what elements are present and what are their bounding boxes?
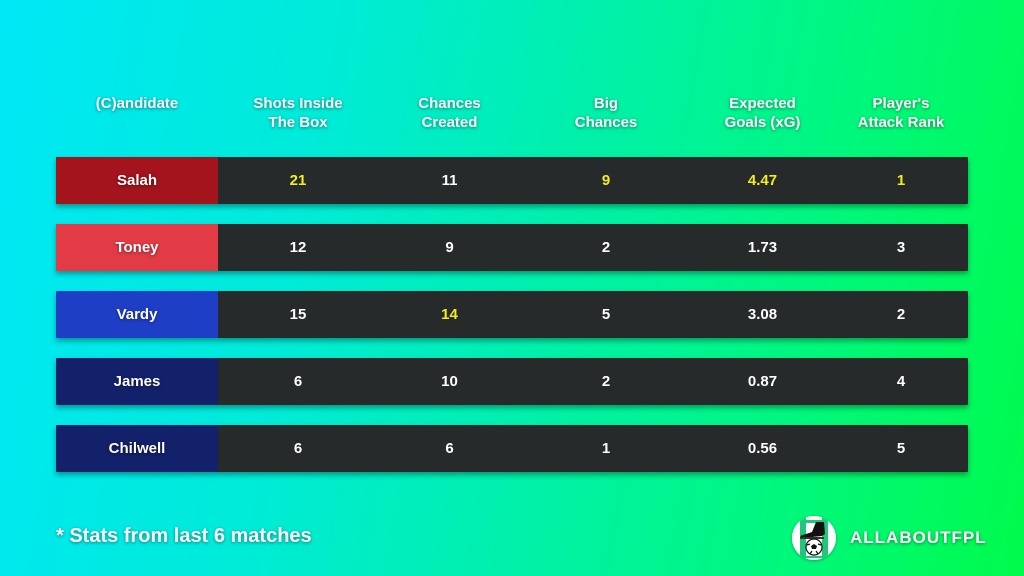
header-candidate: (C)andidate	[95, 95, 179, 112]
chances-created: 10	[441, 373, 458, 390]
player-name: Toney	[56, 224, 218, 271]
big-chances: 1	[601, 440, 611, 457]
attack-rank: 5	[896, 440, 906, 457]
expected-goals: 0.56	[747, 440, 778, 457]
boot-and-football-icon	[792, 516, 836, 560]
stats-footnote: * Stats from last 6 matches	[56, 525, 312, 547]
big-chances: 2	[601, 373, 611, 390]
chances-created: 14	[441, 306, 458, 323]
header-expected-goals: Expected Goals (xG)	[724, 95, 801, 131]
table-header: (C)andidate Shots Inside The Box Chances…	[56, 94, 968, 138]
big-chances: 5	[601, 306, 611, 323]
chances-created: 11	[441, 172, 458, 189]
big-chances: 9	[601, 172, 611, 189]
header-attack-rank: Player's Attack Rank	[857, 95, 945, 131]
table-row: Toney 12 9 2 1.73 3	[56, 224, 968, 271]
brand: ALLABOUTFPL	[792, 516, 987, 560]
stats-table: Salah 21 11 9 4.47 1 Toney 12 9 2 1.73 3…	[56, 157, 968, 492]
player-name: Salah	[56, 157, 218, 204]
attack-rank: 1	[896, 172, 906, 189]
brand-name: ALLABOUTFPL	[850, 528, 987, 547]
table-row: Salah 21 11 9 4.47 1	[56, 157, 968, 204]
header-big-chances: Big Chances	[574, 95, 638, 131]
attack-rank: 2	[896, 306, 906, 323]
header-chances-created: Chances Created	[418, 95, 481, 131]
attack-rank: 4	[896, 373, 906, 390]
shots-inside-box: 6	[293, 440, 303, 457]
table-row: Chilwell 6 6 1 0.56 5	[56, 425, 968, 472]
table-row: Vardy 15 14 5 3.08 2	[56, 291, 968, 338]
header-shots-inside-box: Shots Inside The Box	[253, 95, 343, 131]
chances-created: 6	[445, 440, 454, 457]
attack-rank: 3	[896, 239, 906, 256]
big-chances: 2	[601, 239, 611, 256]
player-name: Vardy	[56, 291, 218, 338]
expected-goals: 0.87	[747, 373, 778, 390]
chances-created: 9	[445, 239, 454, 256]
player-name: Chilwell	[56, 425, 218, 472]
expected-goals: 4.47	[747, 172, 778, 189]
expected-goals: 3.08	[747, 306, 778, 323]
expected-goals: 1.73	[747, 239, 778, 256]
shots-inside-box: 6	[293, 373, 303, 390]
shots-inside-box: 21	[289, 172, 307, 189]
table-row: James 6 10 2 0.87 4	[56, 358, 968, 405]
player-name: James	[56, 358, 218, 405]
shots-inside-box: 12	[289, 239, 307, 256]
shots-inside-box: 15	[289, 306, 307, 323]
